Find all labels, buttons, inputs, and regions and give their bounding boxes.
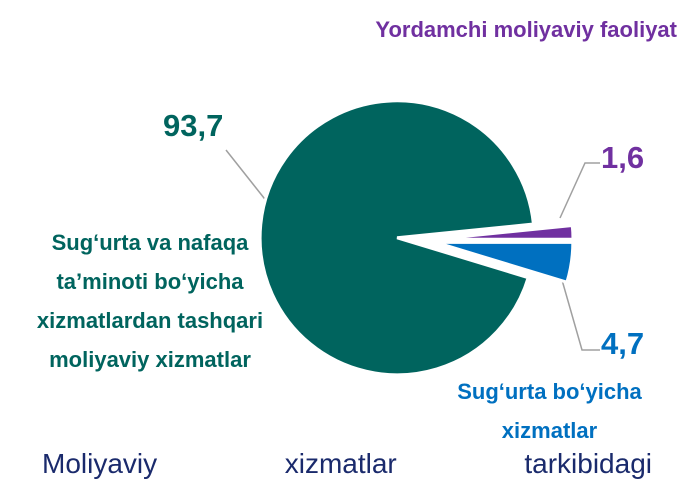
category-label: Yordamchi moliyaviy faoliyat: [375, 17, 677, 42]
category-label: Sug‘urta va nafaqa ta’minoti bo‘yicha xi…: [36, 230, 264, 372]
value-label: 1,6: [601, 140, 645, 175]
chart-title: Moliyaviy xizmatlar tarkibidagi: [42, 448, 652, 479]
pie-slice: [435, 240, 575, 285]
value-label: 4,7: [601, 326, 645, 361]
pie-slice: [435, 223, 575, 241]
leader-line: [559, 162, 600, 219]
pie-slice: [258, 99, 536, 377]
value-label: 93,7: [163, 108, 224, 143]
leader-line: [561, 279, 600, 351]
category-label: Sug‘urta bo‘yicha xizmatlar: [457, 379, 642, 443]
